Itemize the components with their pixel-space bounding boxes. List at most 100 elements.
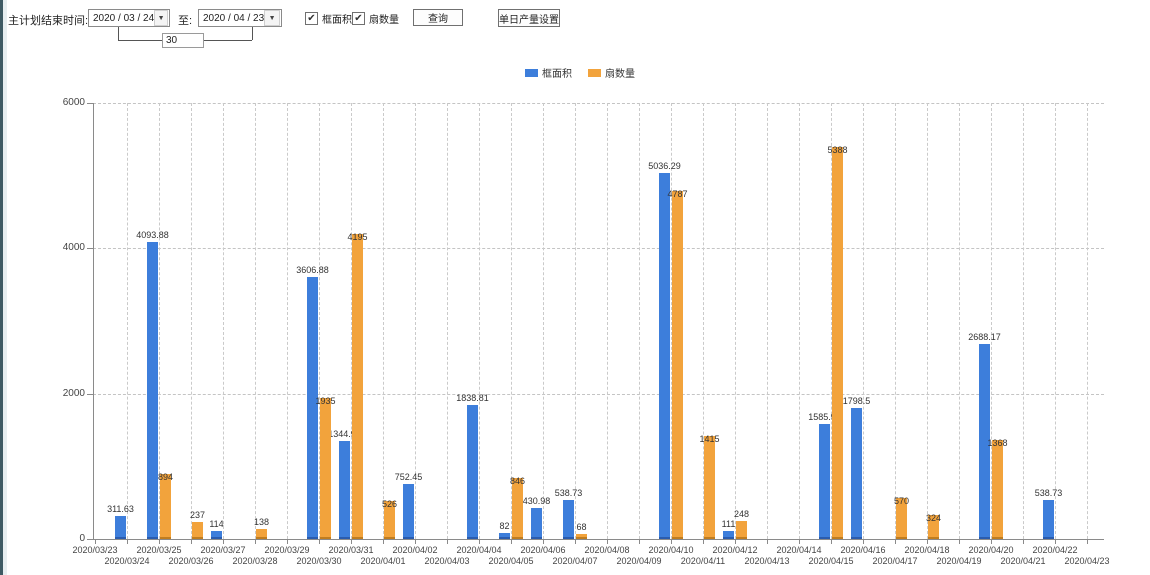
x-axis-tick <box>639 539 640 544</box>
bar-value-label: 111 <box>721 519 736 529</box>
y-axis-line <box>93 103 94 539</box>
x-axis-tick-label: 2020/03/28 <box>232 556 278 566</box>
start-date-picker[interactable]: 2020 / 03 / 24 ▼ <box>88 9 170 27</box>
grid-line-vertical <box>959 103 960 539</box>
end-date-dropdown-icon[interactable]: ▼ <box>264 10 280 26</box>
grid-line-vertical <box>863 103 864 539</box>
x-axis-tick <box>127 539 128 544</box>
grid-line-vertical <box>319 103 320 539</box>
x-axis-tick-label: 2020/04/10 <box>648 545 694 555</box>
x-axis-tick-label: 2020/04/21 <box>1000 556 1046 566</box>
bar-value-label: 1935 <box>315 396 336 406</box>
end-date-picker[interactable]: 2020 / 04 / 23 ▼ <box>198 9 282 27</box>
plan-end-time-label: 主计划结束时间: <box>8 15 89 27</box>
grid-line-vertical <box>735 103 736 539</box>
x-axis-tick-label: 2020/04/09 <box>616 556 662 566</box>
x-axis-tick-label: 2020/04/11 <box>680 556 726 566</box>
window-left-edge-highlight <box>3 0 7 575</box>
y-axis-tick <box>87 248 93 250</box>
window-left-edge <box>0 0 3 575</box>
bar-frame-area <box>147 242 158 539</box>
x-axis-tick <box>767 539 768 544</box>
grid-line-vertical <box>1023 103 1024 539</box>
bar-frame-area <box>403 484 414 539</box>
y-axis-tick-label: 6000 <box>62 97 85 108</box>
legend-label: 框面积 <box>542 69 572 80</box>
x-axis-tick <box>383 539 384 544</box>
grid-line-horizontal <box>93 393 1104 395</box>
grid-line-vertical <box>639 103 640 539</box>
bar-frame-area <box>307 277 318 539</box>
grid-line-vertical <box>1055 103 1056 539</box>
x-axis-tick-label: 2020/03/27 <box>200 545 246 555</box>
x-axis-tick-label: 2020/04/16 <box>840 545 886 555</box>
x-axis-tick <box>575 539 576 544</box>
x-axis-tick-label: 2020/03/31 <box>328 545 374 555</box>
grid-line-vertical <box>1087 103 1088 539</box>
bar-value-label: 248 <box>733 509 750 519</box>
daily-output-settings-button[interactable]: 单日产量设置 <box>498 9 560 27</box>
x-axis-tick <box>959 539 960 544</box>
query-button[interactable]: 查询 <box>413 9 463 26</box>
bar-value-label: 237 <box>189 510 206 520</box>
bar-value-label: 68 <box>576 522 587 532</box>
bar-value-label: 1415 <box>699 434 720 444</box>
bar-value-label: 5036.29 <box>648 161 681 171</box>
bar-value-label: 2688.17 <box>968 332 1001 342</box>
x-axis-tick <box>927 539 928 544</box>
x-axis-tick-label: 2020/04/13 <box>744 556 790 566</box>
x-axis-tick <box>671 539 672 544</box>
checkbox-fan-count[interactable]: ✔ 扇数量 <box>352 11 399 26</box>
x-axis-tick-label: 2020/04/17 <box>872 556 918 566</box>
x-axis-tick <box>863 539 864 544</box>
x-axis-tick <box>703 539 704 544</box>
grid-line-vertical <box>223 103 224 539</box>
y-axis-tick-label: 0 <box>79 533 85 544</box>
x-axis-tick <box>895 539 896 544</box>
x-axis-tick-label: 2020/03/29 <box>264 545 310 555</box>
bar-value-label: 538.73 <box>554 488 583 498</box>
grid-line-vertical <box>575 103 576 539</box>
checkbox-frame-area[interactable]: ✔ 框面积 <box>305 11 352 26</box>
checkbox-fan-count-box[interactable]: ✔ <box>352 12 365 25</box>
x-axis-tick <box>255 539 256 544</box>
grid-line-vertical <box>479 103 480 539</box>
bar-fan-count <box>352 234 363 539</box>
x-axis-tick <box>607 539 608 544</box>
start-date-dropdown-icon[interactable]: ▼ <box>154 10 168 26</box>
bar-fan-count <box>736 521 747 539</box>
interval-days-input[interactable] <box>162 33 204 48</box>
x-axis-tick-label: 2020/03/26 <box>168 556 214 566</box>
bar-fan-count <box>576 534 587 539</box>
grid-line-vertical <box>351 103 352 539</box>
x-axis-tick <box>1055 539 1056 544</box>
x-axis-tick <box>95 539 96 544</box>
grid-line-vertical <box>799 103 800 539</box>
legend-swatch-icon <box>588 68 601 77</box>
x-axis-tick <box>191 539 192 544</box>
x-axis-tick <box>287 539 288 544</box>
legend-label: 扇数量 <box>605 69 635 80</box>
bar-value-label: 1838.81 <box>456 393 489 403</box>
grid-line-horizontal <box>93 248 1104 250</box>
grid-line-vertical <box>767 103 768 539</box>
bar-fan-count <box>672 191 683 539</box>
grid-line-vertical <box>287 103 288 539</box>
bar-value-label: 1585.96 <box>808 412 841 422</box>
bar-value-label: 4195 <box>347 232 368 242</box>
bar-value-label: 752.45 <box>394 472 423 482</box>
y-axis-tick-label: 2000 <box>62 387 85 399</box>
check-icon: ✔ <box>354 12 363 24</box>
bar-value-label: 570 <box>893 496 910 506</box>
bar-frame-area <box>1043 500 1054 539</box>
x-axis-tick-label: 2020/04/01 <box>360 556 406 566</box>
bar-value-label: 3606.88 <box>296 265 329 275</box>
grid-line-vertical <box>543 103 544 539</box>
x-axis-tick <box>159 539 160 544</box>
checkbox-frame-area-box[interactable]: ✔ <box>305 12 318 25</box>
start-date-value: 2020 / 03 / 24 <box>93 12 155 24</box>
x-axis-tick-label: 2020/04/14 <box>776 545 822 555</box>
grid-line-vertical <box>383 103 384 539</box>
y-axis-tick <box>87 539 93 540</box>
bar-value-label: 526 <box>381 499 398 509</box>
